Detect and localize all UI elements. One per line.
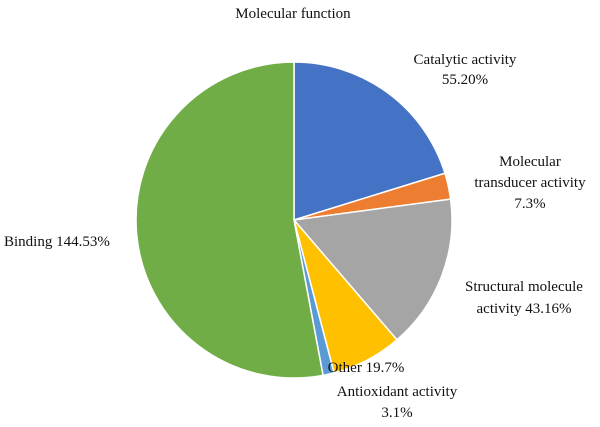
data-label-line: Binding 144.53% bbox=[4, 234, 110, 250]
pie-slice-catalytic-activity bbox=[293, 61, 446, 222]
chart-title: Molecular function bbox=[235, 6, 351, 22]
data-label-line: Catalytic activity bbox=[414, 52, 517, 68]
data-label-line: 7.3% bbox=[514, 196, 545, 212]
data-label-line: 3.1% bbox=[381, 405, 412, 421]
data-label-line: 55.20% bbox=[442, 72, 488, 88]
pie-data-labels: Catalytic activity 55.20% Molecular transdu… bbox=[4, 52, 586, 421]
data-label-line: Molecular bbox=[499, 154, 561, 170]
data-label-line: activity 43.16% bbox=[477, 301, 572, 317]
data-label-line: Other 19.7% bbox=[328, 360, 405, 376]
data-label-line: transducer activity bbox=[474, 175, 586, 191]
pie-slice-structural-molecule-activity bbox=[292, 198, 453, 341]
data-label-structural-molecule-activity: Structural molecule activity 43.16% bbox=[465, 279, 583, 317]
data-label-catalytic-activity: Catalytic activity 55.20% bbox=[414, 52, 517, 88]
data-label-molecular-transducer-activity: Molecular transducer activity 7.3% bbox=[474, 154, 586, 212]
data-label-binding: Binding 144.53% bbox=[4, 234, 110, 250]
pie-slice-binding bbox=[135, 61, 324, 379]
data-label-antioxidant-activity: Antioxidant activity 3.1% bbox=[337, 384, 458, 421]
data-label-line: Structural molecule bbox=[465, 279, 583, 295]
data-label-line: Antioxidant activity bbox=[337, 384, 458, 400]
pie-slices bbox=[135, 61, 453, 379]
data-label-other: Other 19.7% bbox=[328, 360, 405, 376]
